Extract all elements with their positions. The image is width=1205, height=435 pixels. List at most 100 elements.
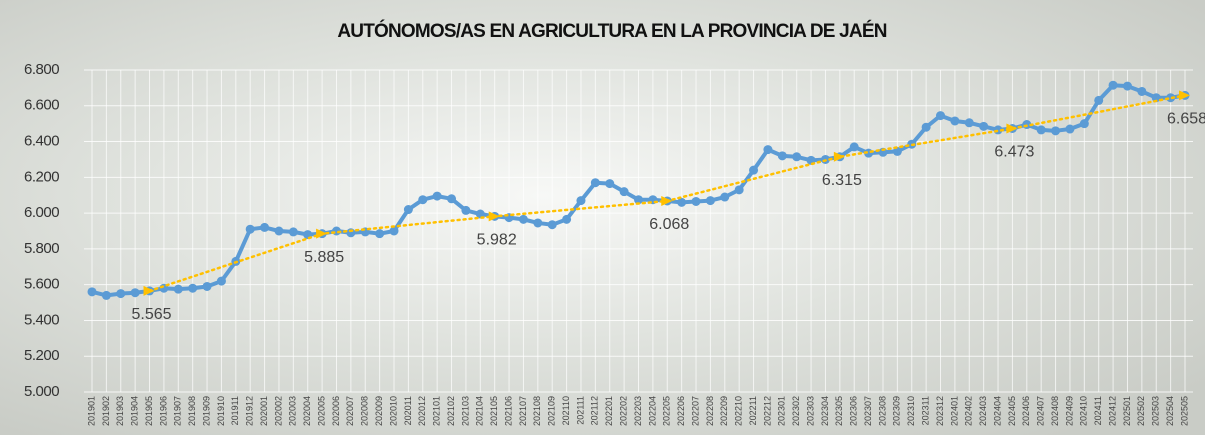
data-point (1079, 119, 1089, 129)
data-point (605, 179, 615, 189)
x-tick-label: 202408 (1050, 396, 1060, 426)
x-tick-label: 202402 (964, 396, 974, 426)
x-tick-label: 202407 (1036, 396, 1046, 426)
x-tick-label: 201911 (230, 396, 240, 425)
trend-marker (1006, 123, 1018, 134)
data-point (634, 195, 643, 205)
data-point (720, 192, 730, 202)
data-point (936, 111, 946, 121)
y-tick-label: 6.800 (24, 61, 59, 78)
x-tick-label: 202505 (1179, 396, 1189, 426)
data-point (216, 276, 226, 286)
x-tick-label: 202211 (748, 396, 758, 425)
x-tick-label: 201906 (158, 396, 168, 426)
data-point (1065, 124, 1075, 134)
x-tick-label: 202305 (834, 396, 844, 426)
x-tick-label: 202411 (1093, 396, 1103, 425)
x-tick-label: 202403 (978, 396, 988, 426)
x-tick-label: 201905 (144, 396, 154, 426)
x-tick-label: 201902 (101, 396, 111, 426)
x-tick-label: 201909 (201, 396, 211, 426)
data-point (1094, 95, 1104, 105)
trend-marker (143, 285, 155, 296)
x-tick-label: 202006 (331, 396, 341, 426)
x-tick-label: 202404 (992, 396, 1002, 426)
x-tick-label: 202106 (503, 396, 513, 426)
data-point (547, 220, 557, 230)
x-tick-label: 202410 (1079, 396, 1089, 426)
x-tick-label: 202207 (690, 396, 700, 426)
x-tick-label: 202102 (446, 396, 456, 426)
x-tick-label: 202108 (532, 396, 542, 426)
data-point (691, 196, 701, 206)
x-tick-label: 202210 (734, 396, 744, 426)
data-label: 5.565 (132, 306, 172, 323)
trend-marker (1179, 90, 1190, 101)
x-tick-label: 201901 (86, 396, 96, 426)
x-tick-label: 202312 (935, 396, 945, 426)
x-tick-label: 202209 (719, 396, 729, 426)
x-tick-label: 202204 (647, 396, 657, 426)
trend-marker (316, 228, 328, 239)
data-point (173, 284, 183, 294)
x-tick-label: 201904 (130, 396, 140, 426)
x-tick-label: 201903 (115, 396, 125, 426)
x-tick-label: 202304 (820, 396, 830, 426)
data-point (777, 151, 787, 161)
x-tick-label: 202502 (1136, 396, 1146, 426)
chart-title: AUTÓNOMOS/AS EN AGRICULTURA EN LA PROVIN… (337, 20, 886, 42)
data-point (749, 165, 759, 175)
x-tick-label: 202205 (662, 396, 672, 426)
x-tick-label: 202104 (475, 396, 485, 426)
data-point (1036, 125, 1046, 135)
data-point (576, 196, 586, 206)
x-tick-label: 202011 (403, 396, 413, 425)
data-point (921, 122, 931, 132)
y-tick-label: 6.000 (24, 204, 59, 221)
x-tick-label: 202302 (791, 396, 801, 426)
x-tick-label: 202001 (259, 396, 269, 426)
data-point (447, 194, 457, 204)
data-label: 6.658 (1167, 111, 1205, 128)
x-tick-label: 201912 (245, 396, 255, 426)
y-tick-label: 5.200 (24, 347, 59, 364)
x-tick-label: 202005 (316, 396, 326, 426)
data-label: 6.315 (822, 172, 862, 189)
trend-marker (661, 195, 673, 206)
data-point (403, 205, 413, 215)
data-label: 5.982 (477, 232, 517, 249)
x-tick-label: 202412 (1107, 396, 1117, 426)
x-tick-label: 202208 (705, 396, 715, 426)
x-tick-label: 202310 (906, 396, 916, 426)
trend-marker (488, 211, 500, 222)
data-point (590, 178, 600, 188)
data-point (533, 218, 543, 228)
data-point (763, 145, 773, 155)
x-tick-label: 202306 (849, 396, 859, 426)
data-label: 5.885 (304, 249, 344, 266)
x-tick-label: 202303 (805, 396, 815, 426)
x-tick-label: 201908 (187, 396, 197, 426)
data-point (130, 288, 140, 298)
x-tick-label: 202206 (676, 396, 686, 426)
data-point (1122, 81, 1132, 91)
data-point (260, 222, 270, 232)
x-tick-label: 202309 (892, 396, 902, 426)
data-point (518, 214, 528, 224)
x-tick-label: 202201 (604, 396, 614, 426)
x-tick-label: 201910 (216, 396, 226, 426)
x-tick-label: 202203 (633, 396, 643, 426)
x-tick-label: 202112 (590, 396, 600, 425)
data-point (792, 152, 802, 162)
x-tick-label: 202503 (1151, 396, 1161, 426)
y-tick-label: 5.600 (24, 276, 59, 293)
data-label: 6.473 (994, 144, 1034, 161)
data-point (979, 121, 989, 131)
data-point (1166, 93, 1176, 103)
data-point (288, 227, 298, 237)
data-point (245, 224, 255, 234)
data-point (734, 185, 744, 195)
x-tick-label: 202105 (489, 396, 499, 426)
